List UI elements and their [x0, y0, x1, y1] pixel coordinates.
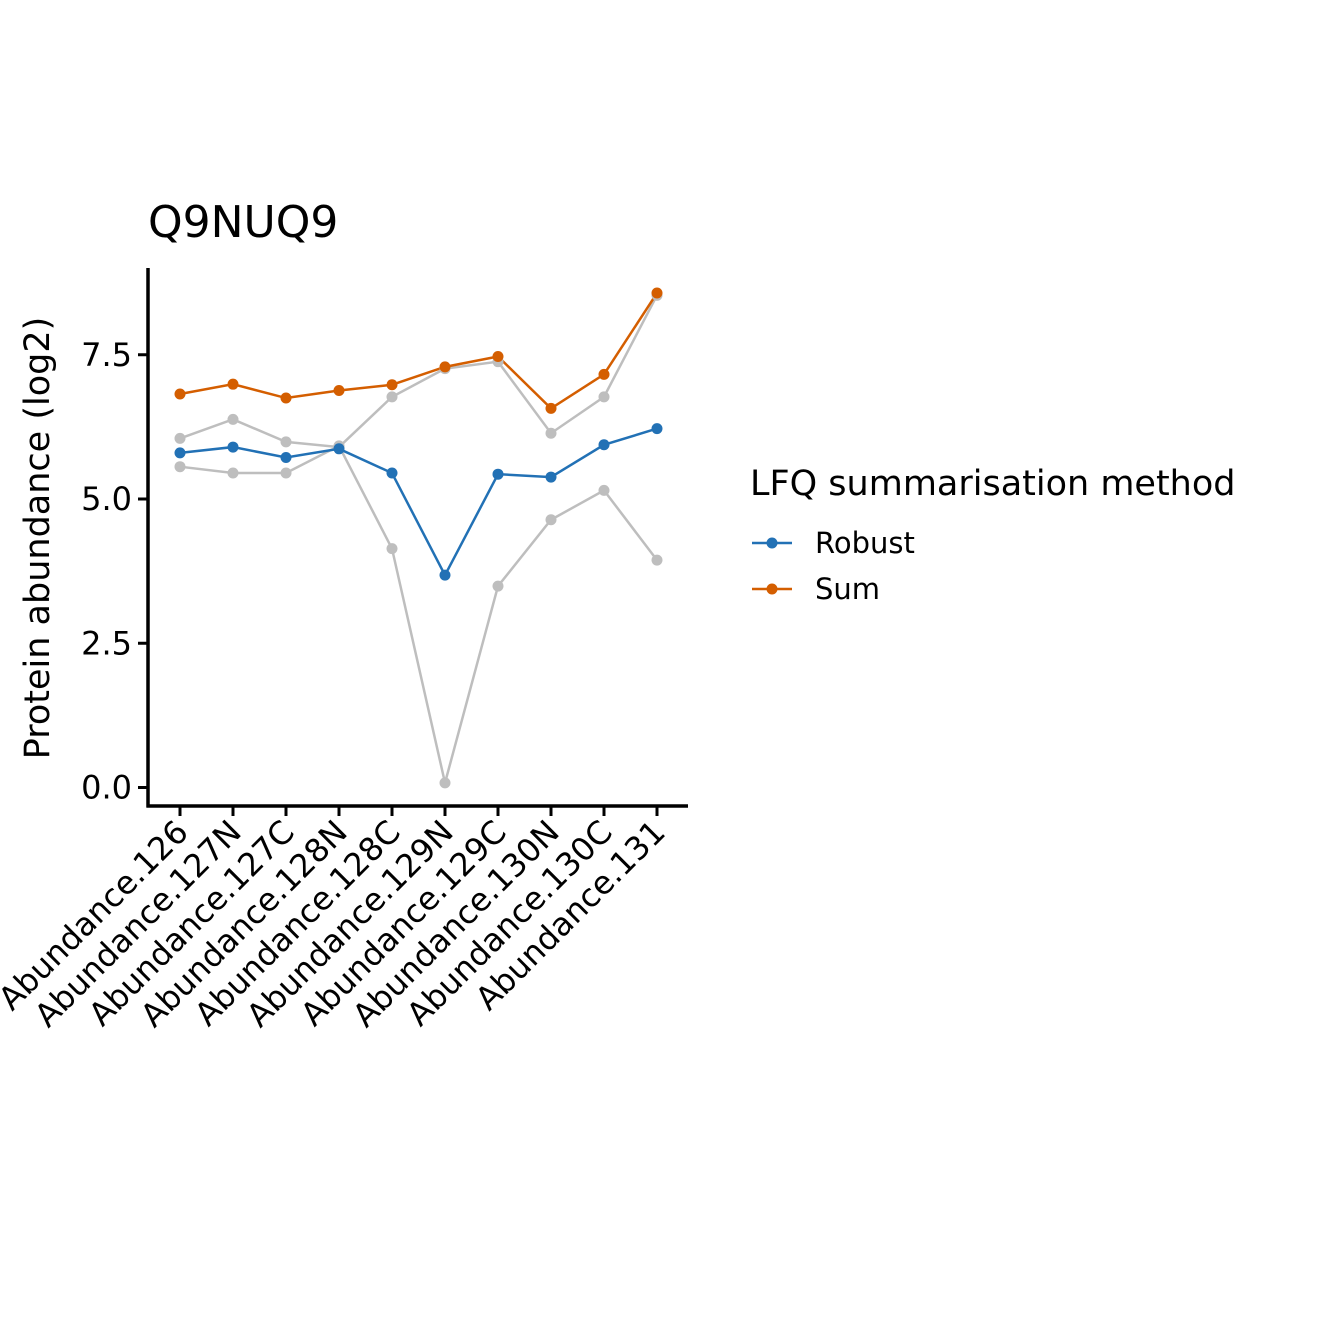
series-sum-point — [439, 361, 451, 373]
legend-key-point — [766, 537, 778, 549]
data-points — [174, 287, 663, 789]
legend-key-point — [766, 583, 778, 595]
y-axis-label: Protein abundance (log2) — [18, 317, 58, 760]
series-robust-point — [545, 471, 557, 483]
peptide-series-1-point — [174, 432, 186, 444]
axes — [146, 268, 688, 808]
peptide-series-2-point — [386, 543, 398, 555]
series-sum-point — [227, 378, 239, 390]
ticks: 0.02.55.07.5Abundance.126Abundance.127NA… — [0, 336, 673, 1035]
series-robust-point — [227, 441, 239, 453]
series-robust-point — [174, 447, 186, 459]
peptide-series-2-line — [179, 444, 658, 784]
peptide-series-2-point — [492, 580, 504, 592]
peptide-series-1-point — [598, 391, 610, 403]
series-sum-point — [280, 392, 292, 404]
series-robust-point — [386, 467, 398, 479]
peptide-series-2-point — [598, 484, 610, 496]
series-robust-point — [598, 439, 610, 451]
y-tick-label: 0.0 — [81, 769, 132, 807]
series-sum-line — [179, 292, 659, 411]
peptide-series-2-point — [651, 554, 663, 566]
peptide-series-1-point — [386, 391, 398, 403]
peptide-series-2-point — [227, 467, 239, 479]
series-robust-point — [280, 451, 292, 463]
legend-item-robust: Robust — [752, 526, 915, 560]
series-sum-point — [333, 385, 345, 397]
y-tick-label: 2.5 — [81, 624, 132, 662]
series-sum-point — [651, 287, 663, 299]
legend-label: Sum — [815, 572, 880, 606]
peptide-series-1-point — [545, 427, 557, 439]
chart-title: Q9NUQ9 — [148, 197, 338, 248]
series-robust-point — [651, 423, 663, 435]
peptide-series-2-point — [280, 467, 292, 479]
series-robust-point — [439, 569, 451, 581]
peptide-series-1-point — [280, 436, 292, 448]
series-sum-point — [545, 402, 557, 414]
peptide-series-1-line — [179, 294, 659, 449]
series-sum-point — [174, 388, 186, 400]
legend-label: Robust — [815, 526, 915, 560]
legend-title: LFQ summarisation method — [750, 464, 1236, 504]
y-tick-label: 5.0 — [81, 480, 132, 518]
peptide-series-2-point — [439, 777, 451, 789]
peptide-series-1-point — [227, 413, 239, 425]
series-robust-point — [333, 443, 345, 455]
series-sum-point — [598, 368, 610, 380]
series-sum-point — [492, 350, 504, 362]
peptide-series-2-point — [174, 461, 186, 473]
peptide-series-2-point — [545, 514, 557, 526]
legend-item-sum: Sum — [752, 572, 880, 606]
data-lines — [179, 292, 659, 784]
series-robust-line — [179, 427, 658, 578]
series-robust-point — [492, 468, 504, 480]
series-sum-point — [386, 379, 398, 391]
y-tick-label: 7.5 — [81, 336, 132, 374]
legend: LFQ summarisation method Robust Sum — [750, 464, 1236, 606]
